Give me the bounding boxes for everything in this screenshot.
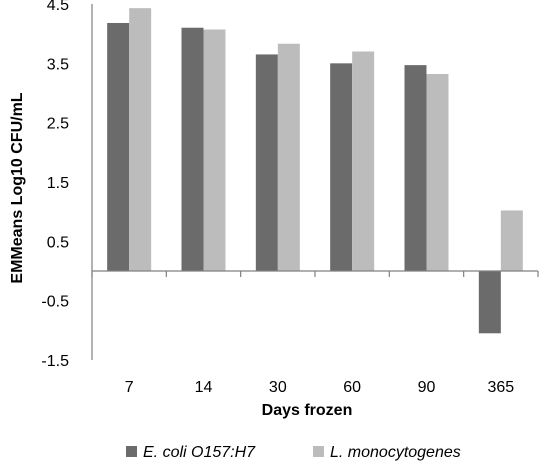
y-tick-label: 4.5 [47,0,69,14]
x-axis-title: Days frozen [262,402,353,419]
bar-listeria-30 [277,43,300,272]
y-axis-title: EMMeans Log10 CFU/mL [9,92,26,283]
bar-ecoli-365 [478,271,501,334]
bar-listeria-7 [129,8,152,272]
legend-swatch [313,446,324,457]
legend-label: L. monocytogenes [330,444,461,461]
x-tick-label: 30 [269,379,287,396]
bar-ecoli-90 [404,65,427,271]
x-tick-label: 365 [487,379,514,396]
y-tick-label: 0.5 [47,234,69,251]
x-tick-label: 60 [343,379,361,396]
bar-listeria-90 [426,74,449,271]
bar-ecoli-14 [181,27,204,271]
bar-listeria-365 [500,210,523,271]
x-axis-ticks: 7 14 30 60 90 365 [125,379,515,396]
bar-ecoli-30 [255,54,278,271]
y-tick-label: -1.5 [41,353,69,370]
y-axis-ticks: 4.5 3.5 2.5 1.5 0.5 -0.5 -1.5 [41,0,69,370]
x-tick-label: 7 [125,379,134,396]
legend-label: E. coli O157:H7 [143,444,256,461]
plot-area [91,4,539,360]
bar-listeria-60 [352,51,375,271]
y-tick-label: 1.5 [47,175,69,192]
x-tick-label: 90 [418,379,436,396]
bar-ecoli-7 [107,22,130,272]
legend: E. coli O157:H7 L. monocytogenes [126,444,461,461]
y-tick-label: 3.5 [47,56,69,73]
legend-swatch [126,446,137,457]
x-tick-label: 14 [195,379,213,396]
bar-listeria-14 [203,29,226,271]
y-tick-label: 2.5 [47,116,69,133]
bar-ecoli-60 [330,63,353,272]
y-tick-label: -0.5 [41,294,69,311]
